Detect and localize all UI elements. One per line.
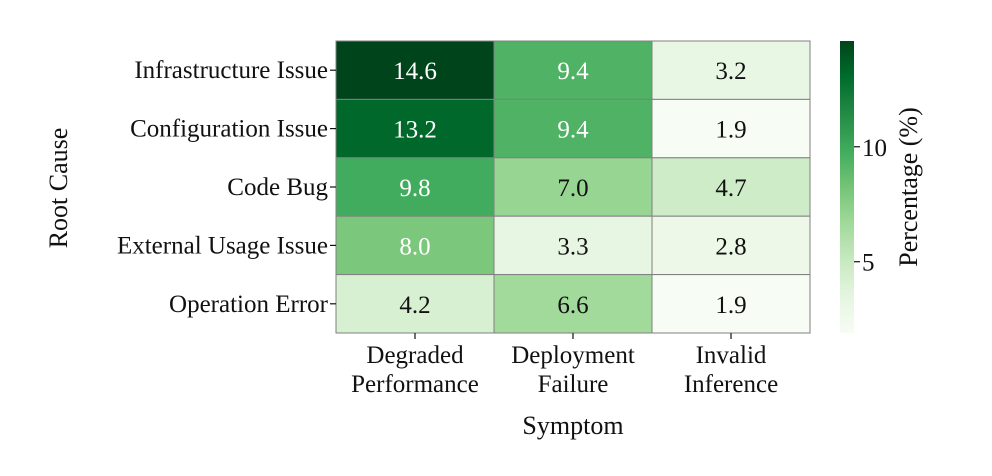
- y-axis-title: Root Cause: [44, 128, 73, 249]
- cell-value-label: 1.9: [715, 117, 746, 144]
- heatmap-cell: [335, 215, 495, 276]
- heatmap-cell: [335, 274, 495, 334]
- cell-value-label: 2.8: [715, 233, 746, 260]
- colorbar-ticks: 5 10: [854, 135, 887, 277]
- heatmap-cell: [651, 274, 811, 334]
- cell-value-label: 9.8: [399, 175, 430, 202]
- heatmap-cell: [493, 274, 653, 334]
- y-tick-label: Operation Error: [169, 291, 329, 318]
- x-tick-label: Performance: [351, 371, 479, 398]
- heatmap-cell: [335, 98, 495, 159]
- colorbar-tick-label: 5: [862, 250, 875, 277]
- cell-value-label: 3.2: [715, 58, 746, 85]
- colorbar-tick-label: 10: [862, 135, 887, 162]
- cell-value-label: 3.3: [557, 233, 588, 260]
- cell-value-label: 13.2: [393, 117, 437, 144]
- y-tick-label: Infrastructure Issue: [134, 57, 328, 84]
- y-tick-label: External Usage Issue: [117, 232, 328, 259]
- x-tick-label: Inference: [684, 371, 778, 398]
- heatmap-cell: [493, 157, 653, 217]
- x-tick-label: Failure: [538, 371, 609, 398]
- cell-value-label: 4.2: [399, 292, 430, 319]
- cell-value-label: 14.6: [393, 58, 437, 85]
- y-tick-label: Configuration Issue: [130, 116, 328, 143]
- x-tick-label: Invalid: [696, 342, 767, 369]
- cell-value-label: 8.0: [399, 233, 430, 260]
- heatmap-cell: [335, 40, 495, 100]
- colorbar-label: Percentage (%): [894, 107, 923, 267]
- cell-value-label: 6.6: [557, 292, 588, 319]
- heatmap-cell: [651, 215, 811, 276]
- cell-value-label: 1.9: [715, 292, 746, 319]
- heatmap-cell: [651, 98, 811, 159]
- x-tick-label: Deployment: [511, 342, 635, 369]
- x-tick-label: Degraded: [366, 342, 464, 369]
- heatmap-cell: [651, 40, 811, 100]
- heatmap-cell: [493, 40, 653, 100]
- cell-value-label: 9.4: [557, 58, 589, 85]
- cell-value-label: 9.4: [557, 117, 589, 144]
- heatmap-cells: [335, 40, 811, 334]
- heatmap-cell-labels: 14.6 9.4 3.2 13.2 9.4 1.9 9.8 7.0 4.7 8.0 3.3 2.8 4.…: [393, 58, 747, 319]
- y-tick-label: Code Bug: [227, 174, 328, 201]
- cell-value-label: 4.7: [715, 175, 746, 202]
- colorbar: [840, 41, 854, 333]
- cell-value-label: 7.0: [557, 175, 588, 202]
- heatmap-cell: [493, 98, 653, 159]
- x-axis-title: Symptom: [522, 411, 623, 440]
- y-axis-ticks: Infrastructure Issue Configuration Issue C…: [117, 57, 336, 318]
